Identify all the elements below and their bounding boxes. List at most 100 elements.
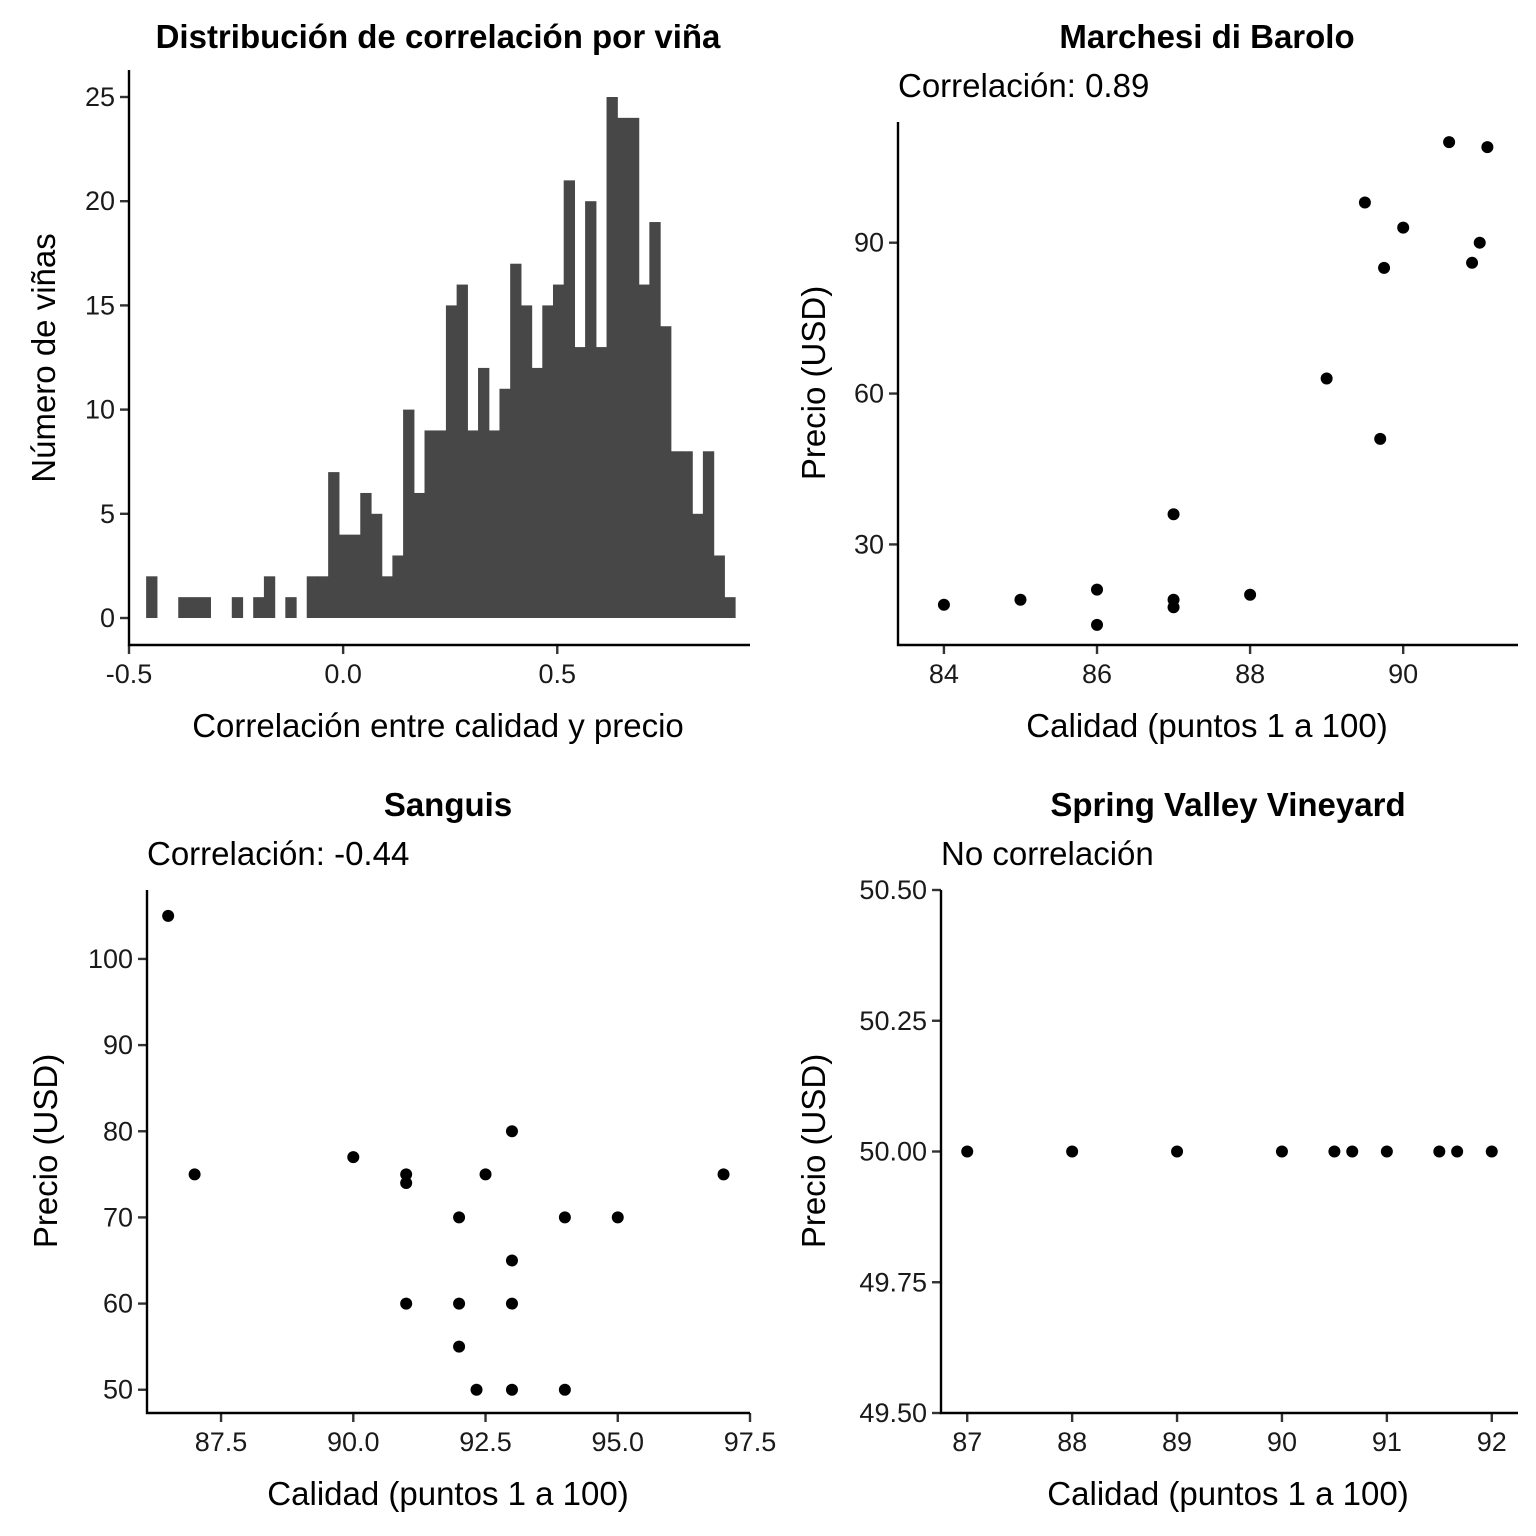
scatter-point [558,1211,571,1224]
y-tick-label: 90 [103,1030,133,1060]
y-tick-label: 50.25 [859,1006,927,1036]
scatter-point [1066,1145,1079,1158]
scatter-point [162,909,175,922]
histogram-bar [253,597,265,618]
scatter-point [1397,221,1410,234]
histogram-bar [231,597,244,618]
histogram-bar [617,117,629,618]
histogram-bar [360,492,372,618]
histogram-bar [188,597,201,618]
chart-subtitle: No correlación [941,835,1154,872]
histogram-bar [338,534,351,618]
scatter-points [937,136,1494,631]
x-tick-label: 0.0 [324,659,362,689]
scatter-point [1374,432,1387,445]
scatter-point [1091,583,1104,596]
histogram-bar [349,534,361,618]
y-axis-label: Precio (USD) [795,1054,832,1248]
y-tick-label: 15 [85,290,115,320]
histogram-bars [146,97,736,619]
chart-title: Spring Valley Vineyard [1050,786,1405,823]
histogram-bar [585,201,597,618]
scatter-point [1167,508,1180,521]
scatter-points [961,1145,1498,1158]
scatter-point [505,1254,518,1267]
histogram-bar [660,326,672,618]
histogram-bar [467,430,479,618]
axis-ticks: 84 86 88 90 30 60 90 [854,228,1418,689]
scatter-point [1485,1145,1498,1158]
x-tick-label: 88 [1235,659,1265,689]
histogram-bar [413,492,426,618]
x-axis-label: Correlación entre calidad y precio [192,707,684,744]
scatter-point [1320,372,1333,385]
scatter-point [1328,1145,1341,1158]
histogram-bar [499,388,511,618]
y-tick-label: 100 [88,944,133,974]
histogram-bar [403,409,415,618]
scatter-point [1443,136,1456,149]
y-tick-label: 70 [103,1202,133,1232]
y-tick-label: 25 [85,82,115,112]
y-axis-label: Precio (USD) [27,1054,64,1248]
scatter-point [1171,1145,1184,1158]
scatter-point [347,1151,360,1164]
histogram-bar [681,451,693,618]
histogram-bar [520,305,533,618]
x-tick-label: 86 [1082,659,1112,689]
scatter-points [162,909,730,1396]
x-axis-label: Calidad (puntos 1 a 100) [1047,1475,1408,1512]
scatter-point [1358,196,1371,209]
chart-title: Distribución de correlación por viña [156,18,721,55]
panel-spring-valley-vineyard: Spring Valley Vineyard No correlación Pr… [795,786,1518,1512]
x-axis-label: Calidad (puntos 1 a 100) [1026,707,1387,744]
histogram-bar [317,576,329,618]
axis-ticks: -0.5 0.0 0.5 0 5 10 15 20 25 [85,82,576,689]
scatter-point [558,1383,571,1396]
chart-title: Sanguis [384,786,512,823]
x-tick-label: 91 [1372,1427,1402,1457]
y-tick-label: 90 [854,228,884,258]
y-tick-label: 60 [854,379,884,409]
y-tick-label: 60 [103,1289,133,1319]
histogram-bar [638,284,650,618]
y-tick-label: 20 [85,186,115,216]
histogram-bar [306,576,319,618]
histogram-bar [713,555,725,618]
histogram-bar [627,117,640,618]
histogram-bar [595,347,608,618]
histogram-bar [692,513,704,618]
y-tick-label: 10 [85,395,115,425]
x-tick-label: 89 [1162,1427,1192,1457]
axis-lines [145,890,750,1415]
scatter-point [505,1383,518,1396]
histogram-bar [285,597,297,618]
histogram-bar [531,367,543,618]
x-axis-label: Calidad (puntos 1 a 100) [267,1475,628,1512]
x-tick-label: 92 [1477,1427,1507,1457]
scatter-point [453,1340,466,1353]
x-tick-label: 88 [1057,1427,1087,1457]
x-tick-label: 90 [1388,659,1418,689]
x-tick-label: 92.5 [459,1427,512,1457]
y-tick-label: 5 [100,499,115,529]
y-tick-label: 30 [854,529,884,559]
scatter-point [505,1297,518,1310]
histogram-bar [478,367,490,618]
scatter-point [611,1211,624,1224]
scatter-point [1451,1145,1464,1158]
panel-histogram: Distribución de correlación por viña Núm… [25,18,750,744]
y-axis-label: Precio (USD) [795,286,832,480]
scatter-point [1091,618,1104,631]
scatter-point [470,1383,483,1396]
scatter-point [1473,236,1486,249]
y-tick-label: 0 [100,603,115,633]
chart-subtitle: Correlación: -0.44 [147,835,409,872]
scatter-point [1433,1145,1446,1158]
panel-marchesi-di-barolo: Marchesi di Barolo Correlación: 0.89 Pre… [795,18,1518,744]
histogram-bar [381,576,393,618]
y-tick-label: 50.50 [859,875,927,905]
histogram-bar [328,472,340,618]
histogram-bar [552,284,565,618]
